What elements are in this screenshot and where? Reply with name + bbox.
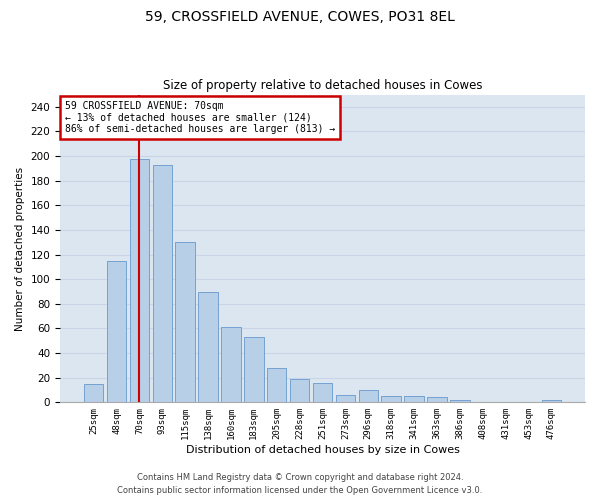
Bar bbox=[175, 242, 195, 402]
Bar bbox=[130, 158, 149, 402]
Bar bbox=[199, 292, 218, 403]
Bar bbox=[290, 379, 310, 402]
Bar bbox=[107, 261, 126, 402]
Bar bbox=[427, 398, 446, 402]
Title: Size of property relative to detached houses in Cowes: Size of property relative to detached ho… bbox=[163, 79, 482, 92]
Bar bbox=[221, 327, 241, 402]
Text: 59 CROSSFIELD AVENUE: 70sqm
← 13% of detached houses are smaller (124)
86% of se: 59 CROSSFIELD AVENUE: 70sqm ← 13% of det… bbox=[65, 100, 335, 134]
Bar bbox=[84, 384, 103, 402]
Bar bbox=[244, 337, 263, 402]
Bar bbox=[267, 368, 286, 402]
Bar bbox=[404, 396, 424, 402]
Bar bbox=[450, 400, 470, 402]
Bar bbox=[382, 396, 401, 402]
Bar bbox=[359, 390, 378, 402]
Bar bbox=[542, 400, 561, 402]
Text: 59, CROSSFIELD AVENUE, COWES, PO31 8EL: 59, CROSSFIELD AVENUE, COWES, PO31 8EL bbox=[145, 10, 455, 24]
Text: Contains HM Land Registry data © Crown copyright and database right 2024.
Contai: Contains HM Land Registry data © Crown c… bbox=[118, 474, 482, 495]
X-axis label: Distribution of detached houses by size in Cowes: Distribution of detached houses by size … bbox=[185, 445, 460, 455]
Y-axis label: Number of detached properties: Number of detached properties bbox=[15, 166, 25, 330]
Bar bbox=[152, 164, 172, 402]
Bar bbox=[335, 395, 355, 402]
Bar bbox=[313, 382, 332, 402]
